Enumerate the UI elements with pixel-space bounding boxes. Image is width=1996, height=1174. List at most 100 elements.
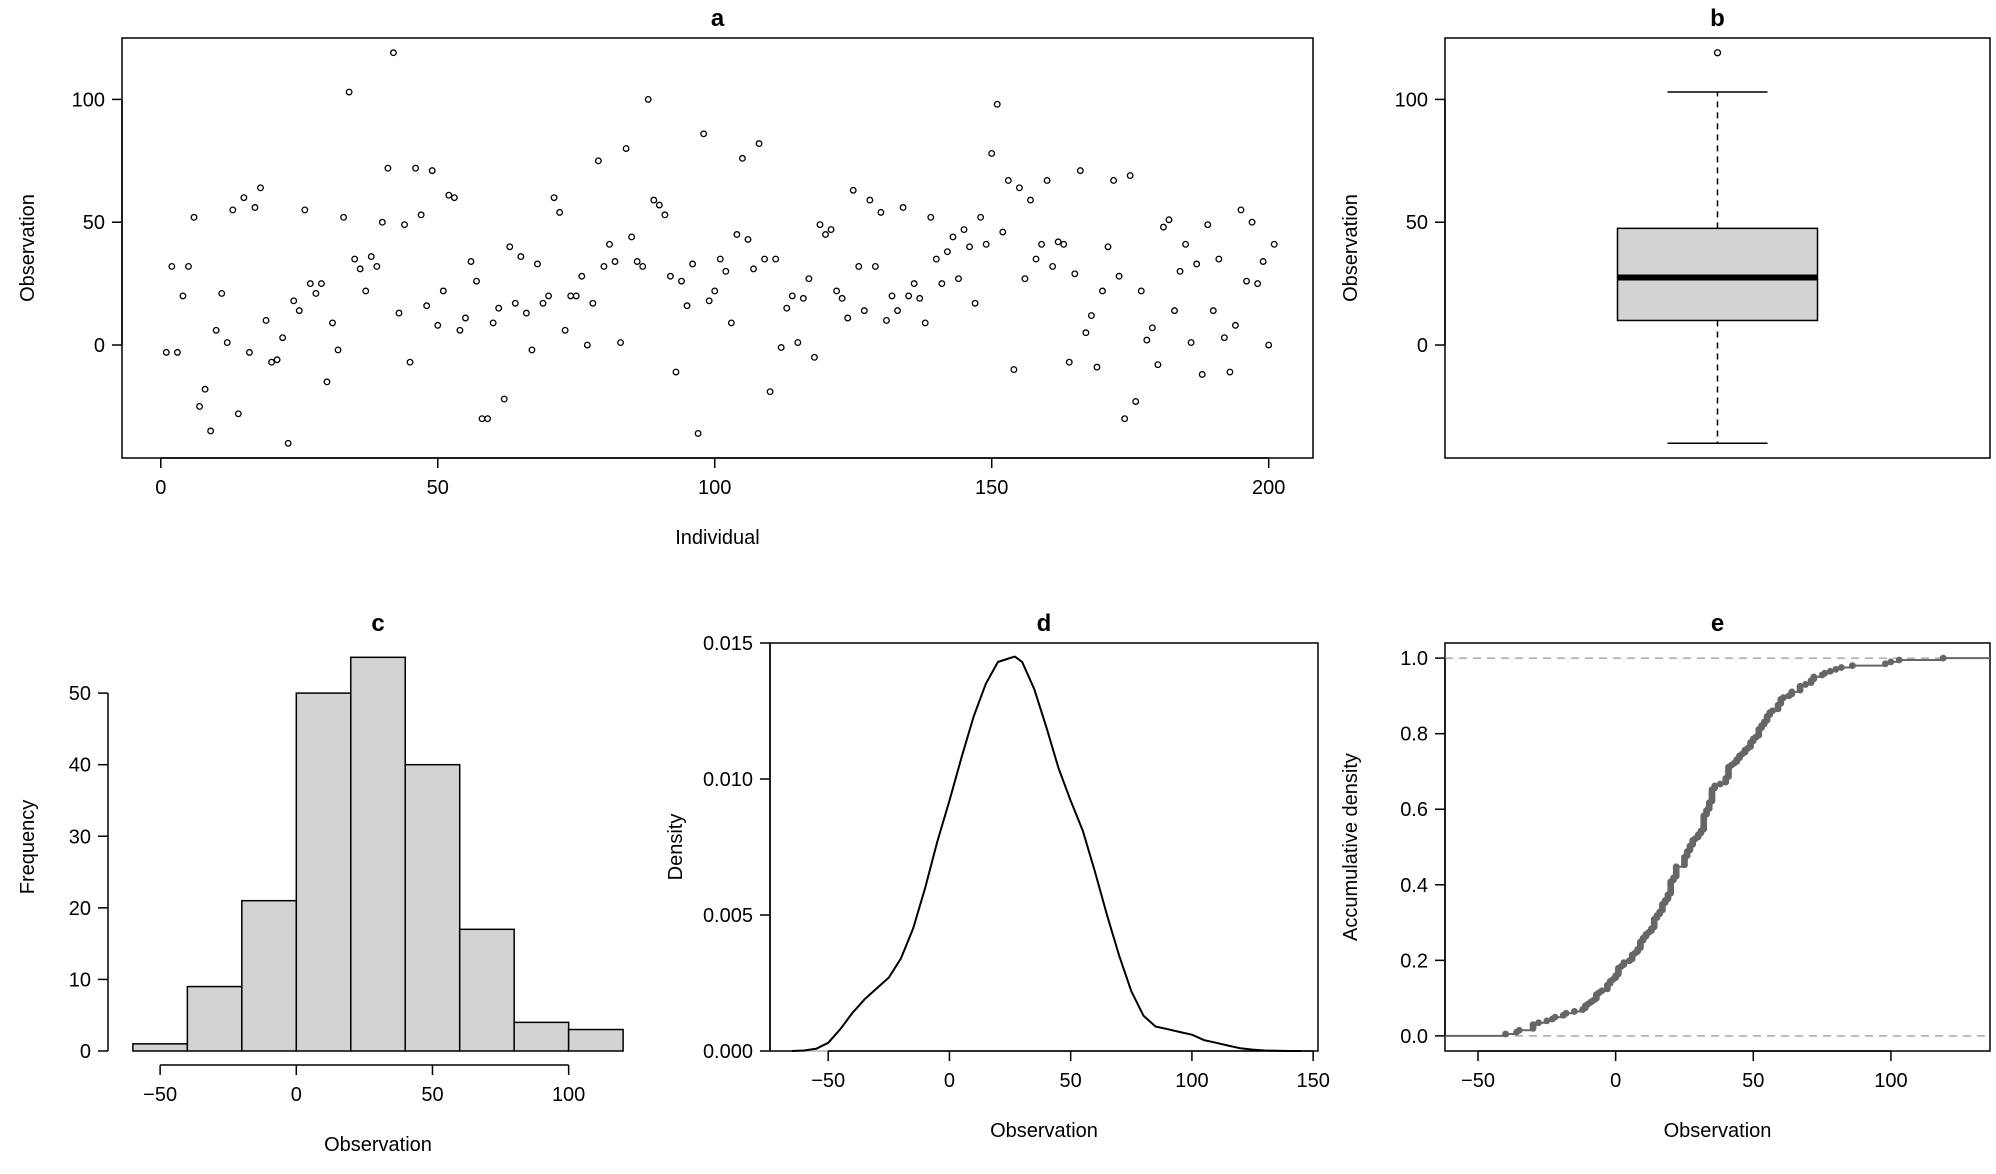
data-point [406, 358, 414, 366]
x-tick-label: 0 [1610, 1070, 1621, 1092]
data-point [722, 267, 730, 275]
data-point [988, 149, 996, 157]
data-point [583, 341, 591, 349]
data-point [168, 262, 176, 270]
data-point [700, 130, 708, 138]
data-point [1093, 363, 1101, 371]
x-tick-label: −50 [1461, 1070, 1495, 1092]
data-point [938, 280, 946, 288]
panel-e-ecdf-plot: e −50 0 50 100 Observation 0.0 0.2 0.4 0.6 0.8 1.0 A… [1340, 610, 1991, 1142]
y-tick-label: 10 [69, 969, 91, 991]
x-tick-label: 150 [975, 477, 1008, 499]
data-point [572, 292, 580, 300]
data-point [810, 353, 818, 361]
data-point [1193, 260, 1201, 268]
y-tick-label: 0.6 [1400, 799, 1428, 821]
data-point [888, 292, 896, 300]
y-tick-label: 0.0 [1400, 1026, 1428, 1048]
data-point [860, 307, 868, 315]
y-axis-label: Frequency [17, 800, 39, 895]
data-point [517, 253, 525, 261]
box-iqr [1616, 227, 1819, 322]
data-point [1032, 255, 1040, 263]
data-point [777, 344, 785, 351]
data-point [162, 348, 170, 356]
ecdf-point [1810, 673, 1818, 681]
y-tick-label: 30 [69, 826, 91, 848]
ecdf-point [1620, 959, 1628, 966]
data-point [661, 211, 669, 219]
data-point [788, 292, 796, 300]
x-axis-label: Individual [675, 527, 760, 549]
histogram-bar [513, 1021, 570, 1052]
ecdf-point [1837, 664, 1845, 671]
y-tick-label: 0.4 [1400, 875, 1428, 897]
data-point [916, 294, 924, 302]
data-point [733, 231, 741, 238]
data-point [484, 415, 492, 423]
data-point [761, 255, 769, 263]
data-point [329, 319, 336, 327]
panel-title: d [1037, 610, 1052, 637]
data-point [672, 368, 680, 376]
data-point [539, 299, 547, 307]
data-point [1148, 324, 1156, 332]
ecdf-point [1535, 1019, 1542, 1027]
data-point [240, 194, 248, 202]
data-point [1220, 334, 1228, 342]
data-point [1015, 184, 1023, 192]
data-point [395, 309, 403, 317]
histogram-bar [186, 985, 243, 1052]
data-point [883, 317, 890, 324]
data-point [367, 253, 375, 261]
y-tick-label: 50 [83, 212, 105, 234]
y-tick-label: 0.2 [1400, 950, 1428, 972]
data-point [644, 95, 652, 103]
data-point [949, 233, 957, 241]
data-point [1259, 258, 1267, 265]
data-point [594, 157, 602, 165]
data-point [783, 304, 791, 312]
x-tick-label: 50 [421, 1084, 443, 1106]
data-point [1027, 196, 1034, 204]
ecdf-point [1802, 681, 1809, 688]
histogram-bar [567, 1028, 624, 1052]
data-point [506, 243, 514, 251]
ecdf-point [1529, 1021, 1537, 1029]
data-point [1176, 267, 1184, 275]
ecdf-point [1887, 658, 1895, 666]
data-point [528, 346, 536, 354]
data-point [478, 415, 486, 423]
data-point [190, 213, 198, 221]
plot-frame [121, 37, 1314, 459]
data-point [384, 164, 392, 172]
ecdf-point [1821, 669, 1829, 677]
data-point [456, 326, 464, 334]
data-point [633, 258, 641, 265]
y-tick-label: 40 [69, 755, 91, 777]
data-point [1270, 240, 1278, 248]
y-tick-label: 1.0 [1400, 648, 1428, 670]
ecdf-point [1939, 654, 1947, 662]
data-point [1099, 287, 1106, 295]
density-curve [791, 655, 1301, 1052]
data-point [1076, 167, 1084, 175]
data-point [1226, 368, 1234, 376]
data-point [716, 255, 724, 263]
data-point [705, 297, 713, 305]
data-point [1021, 275, 1029, 283]
ecdf-point [1895, 656, 1903, 664]
x-tick-label: 100 [1874, 1070, 1907, 1092]
data-point [500, 395, 508, 403]
data-point [196, 402, 204, 410]
data-point [1132, 398, 1140, 405]
x-axis-label: Observation [324, 1134, 432, 1156]
ecdf-point [1848, 662, 1856, 670]
ecdf-point [1832, 665, 1840, 673]
data-point [833, 287, 841, 295]
data-point [805, 275, 813, 283]
ecdf-point [1515, 1026, 1523, 1034]
panel-title: e [1711, 610, 1724, 637]
data-point [257, 184, 264, 192]
data-point [1087, 312, 1095, 319]
